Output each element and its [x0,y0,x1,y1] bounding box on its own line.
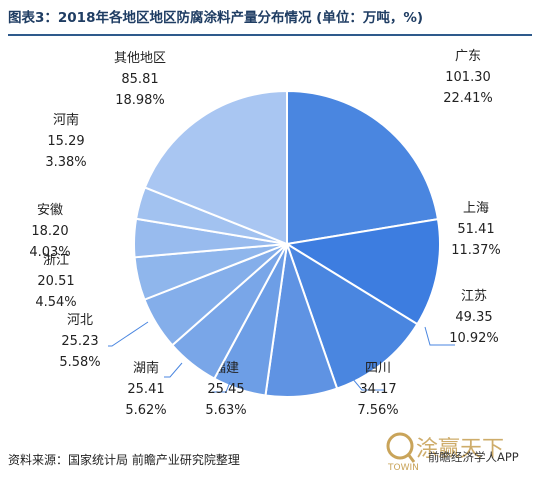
pie-slice-1 [286,89,440,246]
slice-percent-9: 4.03% [29,245,70,260]
slice-label-7: 河北 [67,313,93,328]
svg-text:TOWIN: TOWIN [387,463,419,473]
app-watermark: 前瞻经济学人APP [428,450,519,464]
slice-label-9: 安徽 [37,203,63,218]
slice-percent-11: 18.98% [115,93,165,108]
slice-percent-6: 5.62% [125,403,166,418]
slice-label-6: 湖南 [133,360,159,376]
title-divider [8,34,532,36]
leader-line-7 [108,321,149,347]
slice-percent-8: 4.54% [35,295,76,310]
pie-chart: 广东 101.30 22.41% 上海 51.41 11.37% 江苏 49.35 10.92%… [29,49,501,418]
pie-slice-11 [143,89,288,246]
slice-value-10: 15.29 [47,134,84,149]
slice-percent-5: 5.63% [205,403,246,418]
slice-value-5: 25.45 [207,382,244,397]
slice-percent-3: 10.92% [449,331,499,346]
slice-percent-10: 3.38% [45,155,86,170]
brand-watermark: 涂赢天下 TOWIN [382,428,532,474]
pie-slice-3 [285,241,419,390]
slice-label-2: 上海 [463,201,489,216]
slice-percent-1: 22.41% [443,91,493,106]
slice-percent-2: 11.37% [451,243,501,258]
slice-label-1: 广东 [455,49,481,64]
slice-label-10: 河南 [53,112,79,128]
slice-percent-7: 5.58% [59,355,100,370]
slice-value-4: 34.17 [359,382,396,397]
slice-value-3: 49.35 [455,310,492,325]
slice-label-11: 其他地区 [114,51,166,66]
slice-value-1: 101.30 [445,70,491,85]
slice-value-9: 18.20 [31,224,68,239]
slice-label-4: 四川 [365,361,391,376]
slice-percent-4: 7.56% [357,403,398,418]
leader-line-6 [164,362,183,378]
source-note: 资料来源：国家统计局 前瞻产业研究院整理 [8,453,240,467]
slice-label-8: 浙江 [43,253,69,268]
chart-title: 图表3：2018年各地区地区防腐涂料产量分布情况 (单位：万吨，%) [8,10,424,26]
slice-value-7: 25.23 [61,334,98,349]
svg-text:涂赢天下: 涂赢天下 [416,437,504,462]
slice-value-8: 20.51 [37,274,74,289]
slice-value-2: 51.41 [457,222,494,237]
slice-value-11: 85.81 [121,72,158,87]
slice-label-3: 江苏 [461,288,487,304]
leader-line-5 [212,381,231,393]
leader-line-4 [351,377,384,391]
slice-value-6: 25.41 [127,382,164,397]
pie-slice-2 [284,218,441,326]
leader-line-3 [424,326,455,346]
